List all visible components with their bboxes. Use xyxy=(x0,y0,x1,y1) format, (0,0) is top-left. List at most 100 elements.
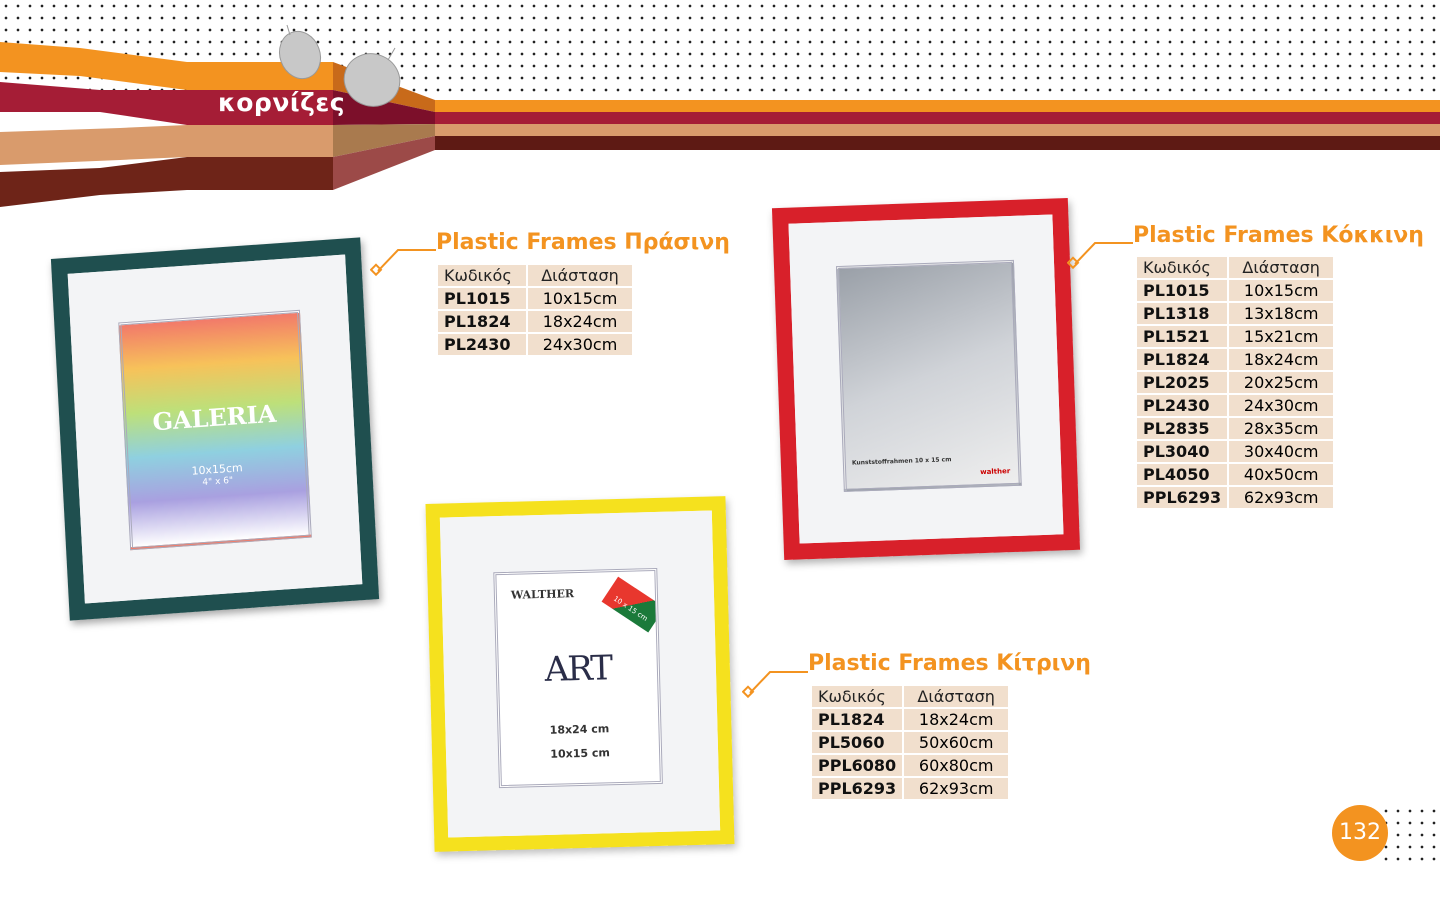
insert-brand: walther xyxy=(980,467,1011,477)
ribbon-tan-slope xyxy=(333,124,435,157)
table-row: PL1015 10x15cm xyxy=(438,288,632,309)
product-code: PL5060 xyxy=(812,732,903,753)
product-code: PL4050 xyxy=(1137,464,1228,485)
table-row: PL1824 18x24cm xyxy=(438,311,632,332)
product-dimension: 13x18cm xyxy=(1229,303,1334,324)
product-dimension: 60x80cm xyxy=(904,755,1009,776)
product-code: PL1824 xyxy=(438,311,526,332)
insert-caption: Kunststoffrahmen 10 x 15 cm xyxy=(851,456,952,467)
frame-insert: GALERIA 10x15cm 4" x 6" xyxy=(118,309,312,551)
column-header-code: Κωδικός xyxy=(812,686,903,707)
product-title-green: Plastic Frames Πράσινη xyxy=(436,230,730,255)
header-ribbon-banner xyxy=(0,24,1440,207)
table-row: PL2835 28x35cm xyxy=(1137,418,1334,439)
ribbon-tan xyxy=(0,125,187,165)
product-code: PL2430 xyxy=(438,334,526,355)
ribbon-tan-block xyxy=(187,125,333,157)
product-dimension: 30x40cm xyxy=(1229,441,1334,462)
ribbon-brown-stripe xyxy=(435,136,1440,150)
frame-mat: WALTHER 10 x 15 cm ART 18x24 cm 10x15 cm xyxy=(439,510,721,838)
product-code: PL2835 xyxy=(1137,418,1228,439)
product-dimension: 15x21cm xyxy=(1229,326,1334,347)
ribbon-brown-slope xyxy=(333,136,435,190)
insert-brand: GALERIA xyxy=(151,398,278,437)
product-dimension: 40x50cm xyxy=(1229,464,1334,485)
table-row: PL2430 24x30cm xyxy=(438,334,632,355)
product-code: PL1824 xyxy=(812,709,903,730)
ribbon-orange xyxy=(0,42,187,90)
product-dimension: 10x15cm xyxy=(528,288,632,309)
insert-photo-size: 10x15 cm xyxy=(550,746,611,761)
frame-insert: WALTHER 10 x 15 cm ART 18x24 cm 10x15 cm xyxy=(493,567,663,789)
table-row: PL1824 18x24cm xyxy=(812,709,1009,730)
ribbon-tan-stripe xyxy=(435,124,1440,136)
product-title-yellow: Plastic Frames Κίτρινη xyxy=(808,651,1091,676)
spec-table-green: Κωδικός Διάσταση PL1015 10x15cm PL1824 1… xyxy=(436,263,634,357)
table-row: PL1824 18x24cm xyxy=(1137,349,1334,370)
product-code: PL1015 xyxy=(438,288,526,309)
ribbon-crimson-block xyxy=(187,90,333,125)
product-dimension: 28x35cm xyxy=(1229,418,1334,439)
column-header-code: Κωδικός xyxy=(438,265,526,286)
product-dimension: 24x30cm xyxy=(1229,395,1334,416)
product-code: PL1318 xyxy=(1137,303,1228,324)
table-row: PPL6080 60x80cm xyxy=(812,755,1009,776)
frame-insert: Kunststoffrahmen 10 x 15 cm walther xyxy=(836,259,1022,492)
insert-size: 18x24 cm xyxy=(549,722,610,737)
product-code: PPL6080 xyxy=(812,755,903,776)
table-row: PL5060 50x60cm xyxy=(812,732,1009,753)
product-code: PL1521 xyxy=(1137,326,1228,347)
product-dimension: 24x30cm xyxy=(528,334,632,355)
product-code: PPL6293 xyxy=(812,778,903,799)
product-image-green-frame: GALERIA 10x15cm 4" x 6" xyxy=(50,237,380,621)
table-row: PL4050 40x50cm xyxy=(1137,464,1334,485)
table-row: PL3040 30x40cm xyxy=(1137,441,1334,462)
leader-line-icon xyxy=(1067,242,1133,270)
frame-mat: GALERIA 10x15cm 4" x 6" xyxy=(67,254,363,604)
product-dimension: 18x24cm xyxy=(528,311,632,332)
product-code: PL2430 xyxy=(1137,395,1228,416)
ribbon-crimson xyxy=(0,82,187,125)
table-header-row: Κωδικός Διάσταση xyxy=(1137,257,1334,278)
dot-pattern-corner xyxy=(1380,805,1440,865)
page-number: 132 xyxy=(1332,805,1388,861)
product-dimension: 18x24cm xyxy=(904,709,1009,730)
product-title-red: Plastic Frames Κόκκινη xyxy=(1133,223,1424,248)
table-row: PL2025 20x25cm xyxy=(1137,372,1334,393)
column-header-dimension: Διάσταση xyxy=(1229,257,1334,278)
product-image-red-frame: Kunststoffrahmen 10 x 15 cm walther xyxy=(771,197,1081,561)
insert-logo: ART xyxy=(544,648,612,690)
product-code: PL1015 xyxy=(1137,280,1228,301)
insert-corner: 10 x 15 cm xyxy=(601,576,663,633)
table-row: PL1015 10x15cm xyxy=(1137,280,1334,301)
frame-mat: Kunststoffrahmen 10 x 15 cm walther xyxy=(788,214,1064,544)
column-header-dimension: Διάσταση xyxy=(528,265,632,286)
product-dimension: 18x24cm xyxy=(1229,349,1334,370)
ribbon-crimson-stripe xyxy=(435,112,1440,124)
product-dimension: 62x93cm xyxy=(1229,487,1334,508)
table-row: PPL6293 62x93cm xyxy=(812,778,1009,799)
product-image-yellow-frame: WALTHER 10 x 15 cm ART 18x24 cm 10x15 cm xyxy=(425,496,735,852)
insert-brand: WALTHER xyxy=(510,587,575,602)
table-header-row: Κωδικός Διάσταση xyxy=(812,686,1009,707)
column-header-code: Κωδικός xyxy=(1137,257,1228,278)
spec-table-red: Κωδικός Διάσταση PL1015 10x15cm PL1318 1… xyxy=(1135,255,1335,510)
table-row: PL2430 24x30cm xyxy=(1137,395,1334,416)
section-title: κορνίζες xyxy=(218,88,346,117)
spec-table-yellow: Κωδικός Διάσταση PL1824 18x24cm PL5060 5… xyxy=(810,684,1010,801)
product-code: PL3040 xyxy=(1137,441,1228,462)
ribbon-orange-stripe xyxy=(435,100,1440,112)
ribbon-brown xyxy=(0,157,187,207)
leader-line-icon xyxy=(742,671,808,699)
product-code: PL2025 xyxy=(1137,372,1228,393)
ladybug-icon xyxy=(278,24,401,107)
product-dimension: 20x25cm xyxy=(1229,372,1334,393)
product-dimension: 62x93cm xyxy=(904,778,1009,799)
table-header-row: Κωδικός Διάσταση xyxy=(438,265,632,286)
leader-line-icon xyxy=(370,249,436,277)
product-dimension: 50x60cm xyxy=(904,732,1009,753)
product-dimension: 10x15cm xyxy=(1229,280,1334,301)
table-row: PL1521 15x21cm xyxy=(1137,326,1334,347)
table-row: PPL6293 62x93cm xyxy=(1137,487,1334,508)
table-row: PL1318 13x18cm xyxy=(1137,303,1334,324)
